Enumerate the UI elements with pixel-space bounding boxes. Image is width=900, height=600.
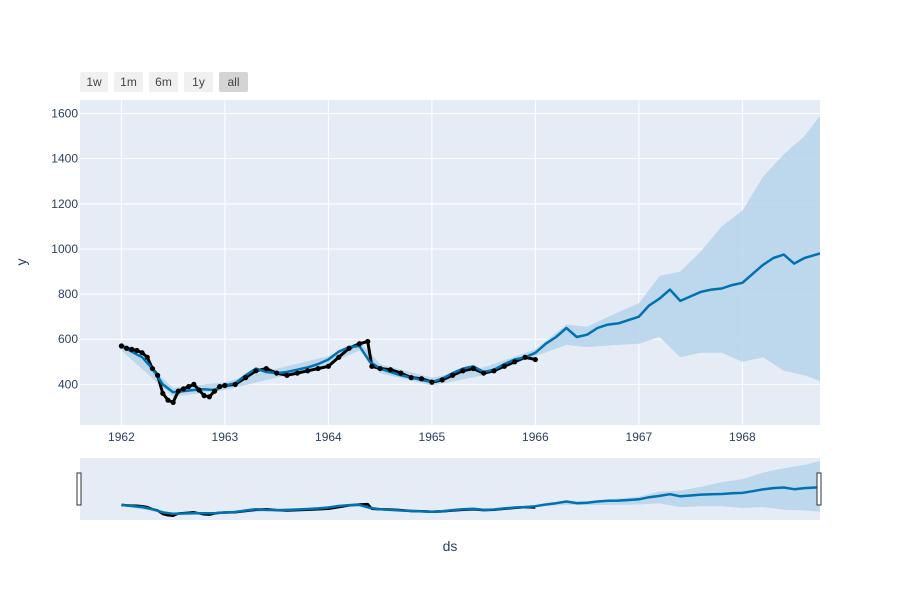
observed-point	[369, 363, 375, 369]
observed-point	[274, 370, 280, 376]
observed-point	[377, 365, 383, 372]
observed-point	[284, 372, 290, 378]
y-tick-label: 1000	[51, 242, 78, 256]
uncertainty-band	[121, 461, 820, 515]
observed-point	[532, 356, 538, 363]
observed-point	[242, 375, 249, 381]
observed-point	[439, 377, 445, 383]
range-button-label[interactable]: 1y	[192, 75, 205, 89]
observed-point	[491, 368, 497, 374]
observed-point	[501, 363, 507, 369]
range-button-label[interactable]: 6m	[155, 75, 172, 89]
observed-point	[118, 343, 124, 349]
observed-point	[470, 365, 476, 372]
range-slider-handles[interactable]	[76, 472, 822, 506]
range-button-bg[interactable]	[219, 72, 248, 92]
forecast-line	[120, 252, 820, 394]
observed-point	[294, 370, 300, 376]
range-button-label[interactable]: 1m	[120, 75, 137, 89]
observed-point	[253, 368, 259, 374]
observed-point	[325, 363, 331, 369]
observed-point	[429, 379, 435, 385]
range-slider-series	[121, 461, 820, 517]
range-slider-right-handle[interactable]	[816, 472, 822, 506]
y-tick-label: 400	[58, 377, 78, 391]
range-slider-left-handle[interactable]	[76, 472, 82, 506]
range-button-bg[interactable]	[184, 72, 213, 92]
y-tick-label: 1200	[51, 197, 78, 211]
x-tick-label: 1966	[522, 430, 549, 444]
observed-point	[387, 367, 394, 373]
x-tick-label: 1968	[729, 430, 756, 444]
observed-point	[512, 359, 518, 365]
observed-point	[449, 372, 456, 378]
observed-point	[365, 338, 371, 345]
observed-point	[191, 381, 197, 387]
observed-point	[165, 397, 171, 403]
observed-point	[336, 354, 342, 360]
observed-point	[134, 347, 140, 354]
range-button-label[interactable]: all	[227, 75, 239, 89]
observed-point	[211, 388, 218, 394]
observed-point	[222, 382, 228, 389]
observed-point	[346, 345, 352, 351]
range-button-1w[interactable]: 1w	[80, 72, 108, 92]
observed-point	[305, 368, 311, 374]
observed-point	[356, 341, 363, 347]
range-button-label[interactable]: 1w	[86, 75, 102, 89]
y-axis-title: y	[13, 259, 29, 266]
x-tick-label: 1967	[626, 430, 653, 444]
observed-point	[408, 375, 414, 381]
observed-point	[180, 386, 187, 392]
y-tick-label: 600	[58, 332, 78, 346]
observed-point	[149, 365, 156, 372]
uncertainty-band	[121, 115, 820, 397]
range-button-1m[interactable]: 1m	[114, 72, 143, 92]
range-button-1y[interactable]: 1y	[184, 72, 213, 92]
observed-point	[232, 381, 238, 387]
range-button-bg[interactable]	[80, 72, 108, 92]
x-tick-label: 1965	[419, 430, 446, 444]
range-selector: 1w 1m 6m 1y all	[80, 72, 248, 92]
x-tick-label: 1963	[212, 430, 239, 444]
x-axis-ticks: 1962 1963 1964 1965 1966 1967 1968	[108, 430, 756, 444]
y-axis-ticks: 400 600 800 1000 1200 1400 1600	[51, 107, 78, 392]
observed-point	[481, 370, 487, 376]
x-tick-label: 1962	[108, 430, 135, 444]
range-button-6m[interactable]: 6m	[149, 72, 178, 92]
observed-point	[186, 384, 192, 390]
x-tick-label: 1964	[315, 430, 342, 444]
observed-trace	[120, 340, 536, 404]
observed-point	[175, 388, 181, 394]
range-button-all[interactable]: all	[219, 72, 248, 92]
observed-point	[123, 345, 130, 351]
observed-point	[129, 346, 135, 352]
forecast-line	[121, 486, 820, 516]
observed-point	[217, 384, 223, 390]
observed-point	[201, 393, 207, 399]
observed-point	[398, 370, 404, 376]
observed-point	[196, 387, 202, 393]
x-axis-title: ds	[443, 538, 458, 554]
range-button-bg[interactable]	[114, 72, 143, 92]
observed-point	[170, 399, 176, 406]
observed-point	[418, 376, 425, 382]
observed-point	[155, 372, 161, 378]
range-button-bg[interactable]	[149, 72, 178, 92]
y-tick-label: 1400	[51, 152, 78, 166]
observed-point	[460, 368, 466, 374]
observed-point	[144, 354, 150, 360]
observed-point	[263, 365, 269, 372]
plot-series	[118, 115, 820, 406]
observed-point	[160, 390, 166, 397]
observed-point	[315, 365, 321, 372]
observed-point	[206, 394, 212, 400]
y-tick-label: 800	[58, 287, 78, 301]
y-tick-label: 1600	[51, 107, 78, 121]
observed-point	[139, 350, 145, 356]
observed-point	[522, 354, 528, 360]
